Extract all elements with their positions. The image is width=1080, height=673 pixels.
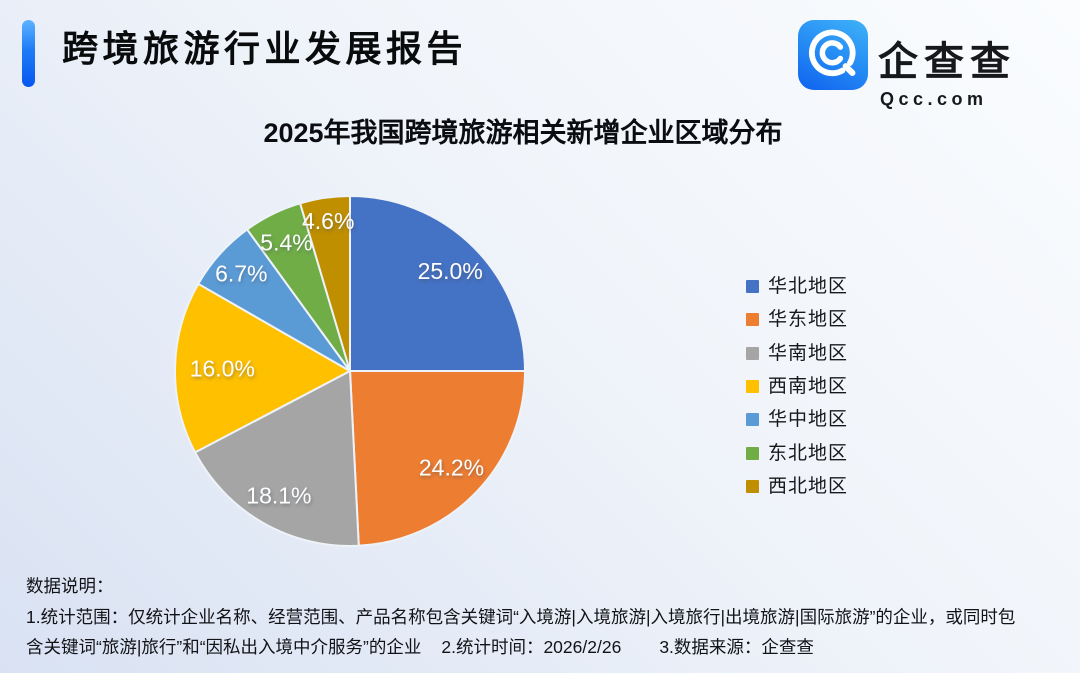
legend-item: 华东地区 [746, 303, 848, 336]
legend-swatch [746, 280, 759, 294]
footnote-scope: 1.统计范围：仅统计企业名称、经营范围、产品名称包含关键词“入境游|入境旅游|入… [26, 607, 1016, 627]
pie-slice-7 [299, 195, 351, 372]
chart-legend: 华北地区华东地区华南地区西南地区华中地区东北地区西北地区 [746, 270, 848, 503]
qcc-logo-name: 企查查 [878, 40, 1016, 84]
chart-title: 2025年我国跨境旅游相关新增企业区域分布 [263, 118, 783, 148]
magnifier-c-icon [808, 29, 856, 77]
pie-chart: 25.0% 24.2% 18.1% 16.0% 6.7% 5.4% 4.6% [150, 171, 550, 571]
legend-swatch [746, 346, 759, 360]
pie-slice-label: 16.0% [190, 356, 255, 382]
report-title: 跨境旅游行业发展报告 [62, 28, 468, 69]
pie-slice-4 [174, 282, 351, 454]
legend-item: 东北地区 [746, 436, 848, 469]
legend-label: 西北地区 [768, 475, 849, 497]
qcc-logo: 企查查 Qcc.com [798, 20, 1068, 108]
legend-item: 西南地区 [746, 370, 848, 403]
footnote-scope-continued: 含关键词“旅游|旅行”和“因私出入境中介服务”的企业 [26, 637, 422, 657]
legend-item: 西北地区 [746, 470, 848, 503]
legend-label: 华北地区 [768, 276, 849, 298]
legend-swatch [746, 313, 759, 327]
footnote-heading: 数据说明： [26, 576, 114, 596]
pie-slice-2 [349, 370, 526, 547]
qcc-logo-icon [798, 20, 868, 90]
footnote-stat-date: 2.统计时间：2026/2/26 [441, 637, 622, 657]
legend-item: 华中地区 [746, 403, 848, 436]
legend-label: 东北地区 [768, 442, 849, 464]
pie-slice-1 [349, 195, 526, 372]
footnote-line2: 含关键词“旅游|旅行”和“因私出入境中介服务”的企业 2.统计时间：2026/2/… [26, 634, 814, 659]
pie-slice-3 [194, 370, 360, 547]
legend-swatch [746, 413, 759, 427]
pie-slice-label: 25.0% [418, 258, 483, 284]
legend-swatch [746, 380, 759, 394]
pie-slice-label: 18.1% [246, 483, 311, 509]
legend-label: 华中地区 [768, 409, 849, 431]
pie-slice-label: 6.7% [215, 260, 267, 286]
pie-chart-svg: 25.0% 24.2% 18.1% 16.0% 6.7% 5.4%4.6% [174, 195, 526, 547]
footnote-data-source: 3.数据来源：企查查 [659, 637, 814, 657]
qcc-logo-domain: Qcc.com [880, 89, 988, 109]
legend-swatch [746, 479, 759, 493]
pie-slice-label: 4.6% [302, 208, 354, 234]
legend-label: 华南地区 [768, 342, 849, 364]
title-accent-bar [22, 20, 35, 87]
legend-label: 西南地区 [768, 376, 849, 398]
pie-slice-label: 24.2% [419, 455, 484, 481]
legend-item: 华南地区 [746, 337, 848, 370]
legend-swatch [746, 446, 759, 460]
legend-label: 华东地区 [768, 309, 849, 331]
pie-slice-label: 5.4% [260, 229, 312, 255]
legend-item: 华北地区 [746, 270, 848, 303]
